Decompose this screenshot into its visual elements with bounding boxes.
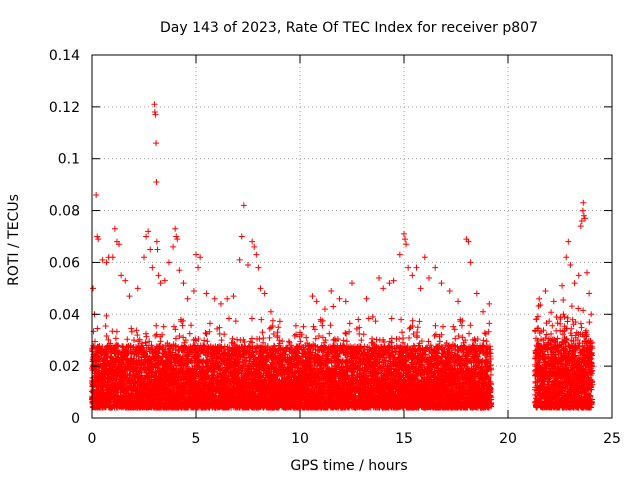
data-point [258,316,265,323]
data-point [226,315,233,322]
data-point [153,322,160,329]
data-point [186,330,193,337]
data-point [172,326,179,333]
data-point [291,332,298,339]
data-point [130,337,137,344]
data-point [276,318,283,325]
data-point [182,337,189,344]
data-point [157,338,164,345]
data-point [275,324,282,331]
data-point [152,332,159,339]
data-point [188,322,195,329]
data-point [266,334,273,341]
data-point [143,333,150,340]
data-point [232,318,239,325]
data-point [218,337,225,344]
data-point [105,336,112,343]
data-point [259,329,266,336]
data-point [108,355,115,362]
data-point [102,322,109,329]
data-point [112,335,119,342]
data-point [115,342,122,349]
data-point [204,338,211,345]
data-point [124,336,131,343]
data-point [101,372,108,379]
data-point [103,312,110,319]
data-point [248,315,255,322]
data-point [90,328,97,335]
data-points [88,101,596,411]
data-point [266,325,273,332]
data-point [160,323,167,330]
data-point [269,317,276,324]
data-point [201,337,208,344]
data-point [170,323,177,330]
data-point [113,328,120,335]
data-point [221,331,228,338]
data-point [92,338,99,345]
data-point [96,363,103,370]
data-point [292,322,299,329]
data-point [103,332,110,339]
data-point [95,354,102,361]
data-point [202,330,209,337]
data-point [128,325,135,332]
data-point [128,328,135,335]
data-point [180,334,187,341]
data-point [94,325,101,332]
data-point [206,320,213,327]
data-point [107,340,114,347]
data-point [133,327,140,334]
